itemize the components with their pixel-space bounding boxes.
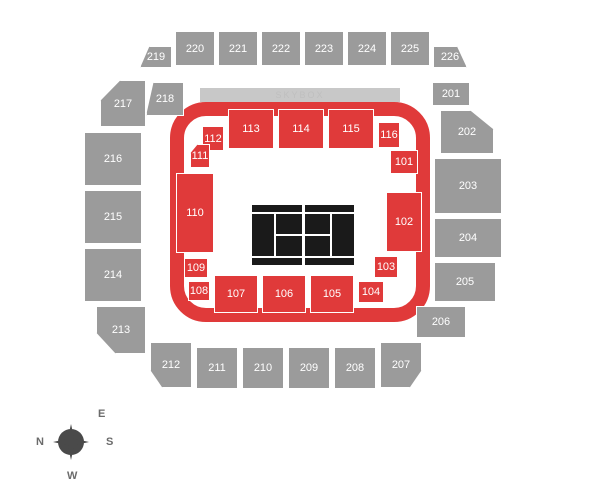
court-line (302, 205, 305, 265)
section-label: 209 (300, 362, 318, 374)
section-209[interactable]: 209 (288, 347, 330, 389)
section-109[interactable]: 109 (184, 258, 208, 278)
section-label: 218 (156, 93, 174, 105)
section-101[interactable]: 101 (390, 150, 418, 174)
section-label: 109 (187, 262, 205, 274)
section-210[interactable]: 210 (242, 347, 284, 389)
seating-chart: SKYBOX 220 221 222 223 224 225 226 219 218 217 216 2… (0, 0, 600, 500)
section-104[interactable]: 104 (358, 281, 384, 303)
section-label: 110 (186, 207, 204, 219)
section-206[interactable]: 206 (416, 306, 466, 338)
section-225[interactable]: 225 (390, 31, 430, 66)
section-217[interactable]: 217 (100, 80, 146, 127)
section-226[interactable]: 226 (433, 46, 467, 68)
section-label: 223 (315, 43, 333, 55)
skybox-bar[interactable]: SKYBOX (200, 88, 400, 102)
section-221[interactable]: 221 (218, 31, 258, 66)
section-label: 221 (229, 43, 247, 55)
section-103[interactable]: 103 (374, 256, 398, 278)
section-label: 202 (458, 126, 476, 138)
section-207[interactable]: 207 (380, 342, 422, 388)
section-218[interactable]: 218 (146, 82, 184, 116)
section-label: 212 (162, 359, 180, 371)
section-label: 204 (459, 232, 477, 244)
section-203[interactable]: 203 (434, 158, 502, 214)
tennis-court (252, 205, 354, 265)
section-label: 107 (227, 288, 245, 300)
section-label: 215 (104, 211, 122, 223)
section-205[interactable]: 205 (434, 262, 496, 302)
section-202[interactable]: 202 (440, 110, 494, 154)
section-212[interactable]: 212 (150, 342, 192, 388)
section-216[interactable]: 216 (84, 132, 142, 186)
section-116[interactable]: 116 (378, 122, 400, 148)
section-label: 208 (346, 362, 364, 374)
section-label: 112 (204, 133, 222, 145)
section-107[interactable]: 107 (214, 275, 258, 313)
compass-label-s: S (106, 436, 113, 448)
section-113[interactable]: 113 (228, 109, 274, 149)
section-label: 210 (254, 362, 272, 374)
section-224[interactable]: 224 (347, 31, 387, 66)
compass-label-w: W (67, 470, 77, 482)
section-label: 102 (395, 216, 413, 228)
section-label: 220 (186, 43, 204, 55)
section-label: 216 (104, 153, 122, 165)
section-label: 224 (358, 43, 376, 55)
section-label: 103 (377, 261, 395, 273)
section-label: 104 (362, 286, 380, 298)
section-204[interactable]: 204 (434, 218, 502, 258)
section-222[interactable]: 222 (261, 31, 301, 66)
section-219[interactable]: 219 (140, 46, 172, 68)
section-label: 211 (208, 362, 226, 374)
section-105[interactable]: 105 (310, 275, 354, 313)
section-label: 108 (190, 285, 208, 297)
section-label: 226 (441, 51, 459, 63)
compass-label-n: N (36, 436, 44, 448)
section-220[interactable]: 220 (175, 31, 215, 66)
section-label: 219 (147, 51, 165, 63)
section-223[interactable]: 223 (304, 31, 344, 66)
section-102[interactable]: 102 (386, 192, 422, 252)
section-201[interactable]: 201 (432, 82, 470, 106)
section-213[interactable]: 213 (96, 306, 146, 354)
section-label: 213 (112, 324, 130, 336)
section-label: 201 (442, 88, 460, 100)
section-label: 115 (342, 123, 360, 135)
section-106[interactable]: 106 (262, 275, 306, 313)
section-label: 217 (114, 98, 132, 110)
section-label: 113 (242, 123, 260, 135)
section-label: 225 (401, 43, 419, 55)
section-label: 207 (392, 359, 410, 371)
skybox-label: SKYBOX (275, 90, 324, 100)
section-108[interactable]: 108 (188, 281, 210, 301)
section-label: 114 (292, 123, 310, 135)
section-215[interactable]: 215 (84, 190, 142, 244)
section-208[interactable]: 208 (334, 347, 376, 389)
section-label: 106 (275, 288, 293, 300)
section-label: 222 (272, 43, 290, 55)
section-label: 105 (323, 288, 341, 300)
section-label: 203 (459, 180, 477, 192)
section-label: 111 (192, 150, 209, 162)
section-label: 205 (456, 276, 474, 288)
section-214[interactable]: 214 (84, 248, 142, 302)
section-label: 214 (104, 269, 122, 281)
section-label: 206 (432, 316, 450, 328)
section-110[interactable]: 110 (176, 173, 214, 253)
section-115[interactable]: 115 (328, 109, 374, 149)
compass-label-e: E (98, 408, 105, 420)
section-114[interactable]: 114 (278, 109, 324, 149)
section-label: 101 (395, 156, 413, 168)
section-211[interactable]: 211 (196, 347, 238, 389)
section-label: 116 (380, 129, 398, 141)
